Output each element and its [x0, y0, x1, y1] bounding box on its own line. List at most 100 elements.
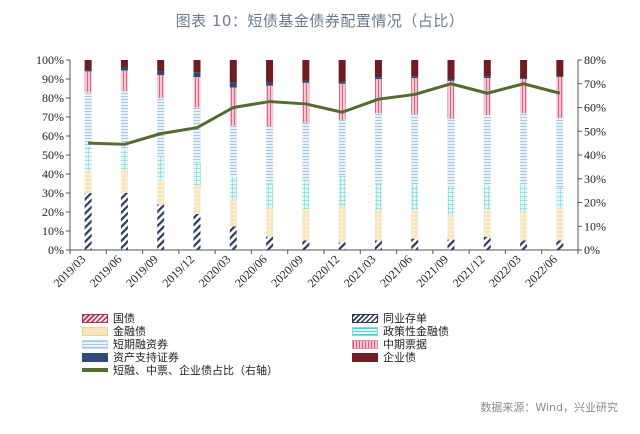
bar-segment-cp — [193, 107, 201, 163]
legend-item-mtn: 中期票据 — [352, 336, 427, 352]
bar-segment-cp — [266, 126, 274, 184]
bar-segment-mtn — [120, 70, 128, 92]
x-tick-label: 2022/03 — [486, 252, 524, 290]
bar-segment-abs — [84, 70, 92, 72]
bar-stack — [229, 60, 237, 250]
bar-segment-mtn — [374, 79, 382, 114]
bar-segment-fin — [229, 199, 237, 227]
bar-segment-corp — [520, 60, 528, 79]
bar-segment-corp — [374, 60, 382, 78]
legend-label: 同业存单 — [383, 312, 427, 325]
bar-segment-ncd — [374, 240, 382, 250]
x-tick-label: 2021/09 — [413, 252, 451, 290]
left-tick-label: 60% — [42, 129, 64, 143]
bar-segment-policy — [338, 175, 346, 207]
bar-segment-abs — [447, 79, 455, 81]
left-tick-label: 0% — [48, 243, 64, 257]
bar-segment-cp — [302, 122, 310, 183]
legend-label: 短期融资券 — [113, 338, 168, 351]
bar-segment-fin — [520, 212, 528, 241]
x-tick-label: 2022/06 — [522, 252, 560, 290]
left-tick-label: 20% — [42, 205, 64, 219]
bar-stacks — [84, 60, 564, 250]
bar-segment-policy — [483, 185, 491, 210]
bar-segment-ncd — [120, 193, 128, 250]
x-tick-label: 2019/06 — [87, 252, 125, 290]
legend-item-line: 短融、中票、企业债占比（右轴） — [82, 362, 278, 378]
left-tick-label: 40% — [42, 167, 64, 181]
bar-segment-policy — [520, 184, 528, 212]
bar-stack — [483, 60, 491, 250]
bar-segment-abs — [157, 71, 165, 76]
bar-segment-fin — [84, 170, 92, 193]
bar-segment-policy — [229, 176, 237, 200]
bar-segment-policy — [556, 187, 564, 209]
bar-segment-abs — [193, 72, 201, 78]
right-tick-label: 50% — [584, 124, 606, 138]
legend-swatch-abs — [82, 352, 108, 362]
bar-stack — [374, 60, 382, 250]
bar-segment-policy — [374, 183, 382, 211]
bar-segment-corp — [229, 60, 237, 83]
bar-segment-cp — [229, 125, 237, 177]
bar-segment-mtn — [266, 85, 274, 127]
bar-segment-policy — [266, 183, 274, 209]
bar-segment-cp — [338, 119, 346, 176]
bar-segment-fin — [338, 206, 346, 243]
bar-segment-abs — [302, 80, 310, 83]
bar-stack — [84, 60, 92, 250]
bar-segment-cp — [483, 115, 491, 186]
line-path — [88, 82, 561, 146]
legend-label: 短融、中票、企业债占比（右轴） — [113, 364, 278, 377]
legend-swatch-cp — [82, 339, 108, 349]
bar-segment-cp — [411, 114, 419, 185]
left-tick-label: 10% — [42, 224, 64, 238]
x-tick-label: 2020/03 — [196, 252, 234, 290]
legend-swatch-corp — [352, 352, 378, 362]
bar-stack — [193, 60, 201, 250]
legend-item-govt: 国债 — [82, 310, 135, 326]
bar-segment-fin — [193, 185, 201, 214]
bar-segment-abs — [229, 82, 237, 88]
bar-segment-fin — [266, 208, 274, 237]
legend-label: 企业债 — [383, 351, 416, 364]
x-tick-label: 2021/06 — [377, 252, 415, 290]
x-tick-label: 2020/06 — [232, 252, 270, 290]
bar-segment-mtn — [157, 75, 165, 98]
source-note: 数据来源：Wind，兴业研究 — [480, 401, 618, 414]
legend-item-fin: 金融债 — [82, 323, 146, 339]
bar-segment-policy — [411, 184, 419, 211]
bar-segment-policy — [447, 186, 455, 215]
bar-segment-fin — [374, 210, 382, 241]
bar-stack — [338, 60, 346, 250]
bar-segment-mtn — [483, 78, 491, 116]
bar-segment-policy — [84, 147, 92, 171]
left-tick-label: 100% — [36, 53, 64, 67]
bar-segment-mtn — [520, 79, 528, 114]
x-tick-label: 2019/12 — [159, 252, 197, 290]
bar-segment-abs — [374, 77, 382, 79]
bar-segment-ncd — [338, 242, 346, 250]
x-tick-label: 2020/12 — [305, 252, 343, 290]
x-tick-label: 2021/03 — [341, 252, 379, 290]
bar-segment-ncd — [411, 238, 419, 250]
bar-segment-mtn — [556, 77, 564, 118]
left-tick-label: 70% — [42, 110, 64, 124]
right-tick-label: 60% — [584, 101, 606, 115]
bar-segment-policy — [193, 162, 201, 186]
bar-segment-abs — [338, 81, 346, 84]
bar-segment-ncd — [193, 213, 201, 250]
bar-segment-cp — [120, 91, 128, 150]
legend-swatch-mtn — [352, 339, 378, 349]
bar-segment-corp — [411, 60, 419, 77]
bar-segment-cp — [157, 98, 165, 157]
legend-label: 中期票据 — [383, 338, 427, 351]
legend-swatch-policy — [352, 326, 378, 336]
right-tick-label: 0% — [584, 243, 600, 257]
bar-segment-abs — [483, 76, 491, 79]
left-tick-label: 50% — [42, 148, 64, 162]
bar-segment-corp — [483, 60, 491, 77]
bar-segment-policy — [157, 156, 165, 180]
x-tick-label: 2019/03 — [51, 252, 89, 290]
